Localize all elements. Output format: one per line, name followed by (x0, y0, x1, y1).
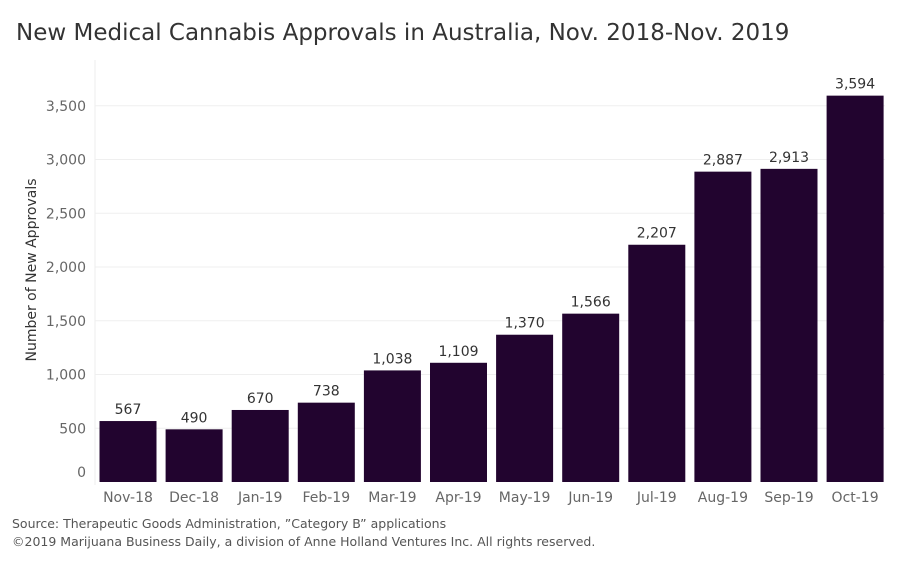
bar (430, 362, 487, 482)
x-tick-label: Apr-19 (435, 490, 481, 506)
data-label: 567 (115, 402, 142, 418)
x-tick-label: Feb-19 (302, 490, 350, 506)
bar (165, 429, 223, 482)
x-tick-label: Mar-19 (368, 490, 416, 506)
data-label: 490 (181, 410, 208, 426)
chart-title: New Medical Cannabis Approvals in Austra… (16, 20, 790, 46)
x-tick-label: Dec-18 (169, 490, 219, 506)
y-tick-label: 500 (59, 421, 86, 437)
copyright-note: ©2019 Marijuana Business Daily, a divisi… (12, 534, 596, 549)
data-label: 670 (247, 391, 274, 407)
y-tick-label: 3,500 (46, 99, 86, 115)
data-label: 2,887 (703, 153, 743, 169)
data-label: 1,370 (505, 316, 545, 332)
y-tick-label: 2,000 (46, 260, 86, 276)
bar (363, 370, 421, 482)
y-tick-label: 0 (77, 465, 86, 481)
bar (628, 244, 686, 482)
y-tick-label: 3,000 (46, 153, 86, 169)
bar (760, 168, 818, 483)
bar (496, 334, 554, 482)
x-tick-label: Sep-19 (764, 490, 813, 506)
source-note: Source: Therapeutic Goods Administration… (12, 516, 447, 531)
x-tick-label: May-19 (499, 490, 551, 506)
data-label: 2,913 (769, 150, 809, 166)
y-axis-label: Number of New Approvals (24, 178, 40, 361)
bar (694, 171, 752, 482)
x-axis-ticks: Nov-18 Dec-18 Jan-19 Feb-19 Mar-19 Apr-19 May-… (103, 490, 879, 506)
x-tick-label: Nov-18 (103, 490, 153, 506)
bars (99, 95, 884, 483)
data-label: 1,566 (571, 295, 611, 311)
bar (562, 313, 620, 482)
y-tick-label: 2,500 (46, 206, 86, 222)
x-tick-label: Aug-19 (698, 490, 748, 506)
y-axis-ticks: 0 500 1,000 1,500 2,000 2,500 3,000 3,500 (46, 99, 86, 481)
bar (231, 409, 289, 482)
x-tick-label: Jul-19 (636, 490, 677, 506)
data-label: 738 (313, 384, 340, 400)
data-label: 1,038 (372, 351, 412, 367)
data-labels: 567 490 670 738 1,038 1,109 1,370 1,566 2,207 2,8… (115, 77, 876, 427)
bar (297, 402, 355, 482)
x-tick-label: Jan-19 (237, 490, 282, 506)
x-tick-label: Jun-19 (567, 490, 613, 506)
y-tick-label: 1,000 (46, 368, 86, 384)
bar (99, 421, 157, 482)
data-label: 2,207 (637, 226, 677, 242)
gridlines (94, 60, 885, 485)
bar (826, 95, 884, 483)
y-tick-label: 1,500 (46, 314, 86, 330)
x-tick-label: Oct-19 (832, 490, 879, 506)
data-label: 1,109 (438, 344, 478, 360)
data-label: 3,594 (835, 77, 875, 93)
